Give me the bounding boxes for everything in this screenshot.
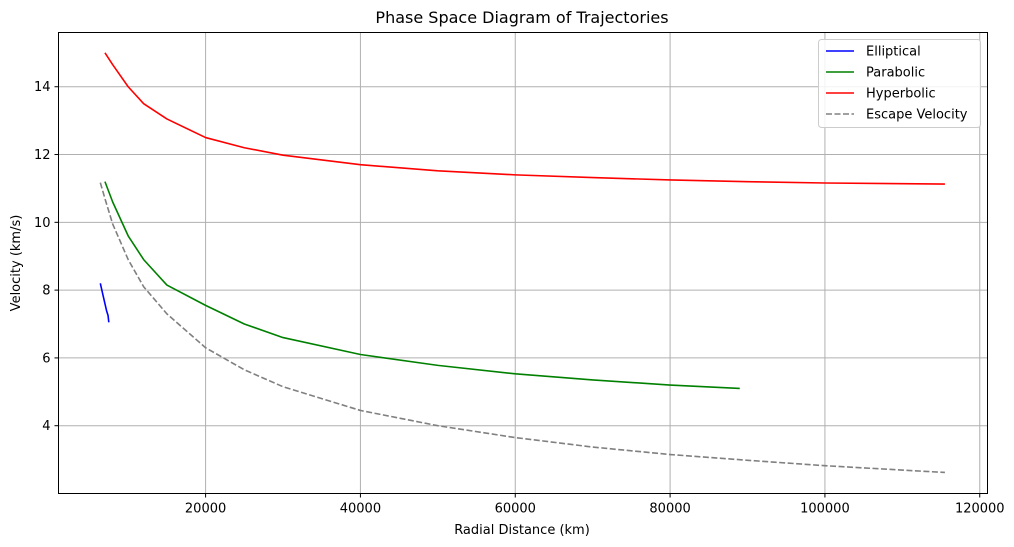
axis-ticks: 20000 40000 60000 80000 100000 120000 4 6 8 10 12 1… bbox=[34, 80, 1005, 516]
legend-label-escape-velocity: Escape Velocity bbox=[866, 108, 968, 123]
series-line-elliptical bbox=[99, 283, 110, 323]
series-line-escape-velocity bbox=[99, 182, 945, 474]
y-tick-label: 14 bbox=[34, 80, 51, 95]
legend-label-parabolic: Parabolic bbox=[866, 66, 925, 81]
plot-series bbox=[99, 52, 945, 474]
chart-title: Phase Space Diagram of Trajectories bbox=[375, 8, 668, 27]
legend: Elliptical Parabolic Hyperbolic Escape Velo… bbox=[818, 39, 981, 128]
legend-label-hyperbolic: Hyperbolic bbox=[866, 87, 936, 102]
x-tick-label: 80000 bbox=[649, 502, 690, 517]
y-tick-label: 8 bbox=[42, 284, 50, 299]
x-tick-label: 100000 bbox=[800, 502, 850, 517]
legend-box bbox=[818, 39, 981, 128]
x-axis-label: Radial Distance (km) bbox=[454, 523, 590, 538]
legend-label-elliptical: Elliptical bbox=[866, 45, 921, 60]
series-line-parabolic bbox=[104, 181, 740, 390]
y-tick-label: 10 bbox=[34, 216, 51, 231]
y-tick-label: 4 bbox=[42, 419, 50, 434]
y-tick-label: 12 bbox=[34, 148, 51, 163]
x-tick-label: 40000 bbox=[340, 502, 381, 517]
y-tick-label: 6 bbox=[42, 351, 50, 366]
plot-frame bbox=[58, 32, 988, 494]
series-line-hyperbolic bbox=[104, 52, 945, 185]
x-tick-label: 20000 bbox=[185, 502, 226, 517]
x-tick-label: 120000 bbox=[955, 502, 1005, 517]
y-axis-label: Velocity (km/s) bbox=[9, 215, 24, 312]
x-tick-label: 60000 bbox=[495, 502, 536, 517]
